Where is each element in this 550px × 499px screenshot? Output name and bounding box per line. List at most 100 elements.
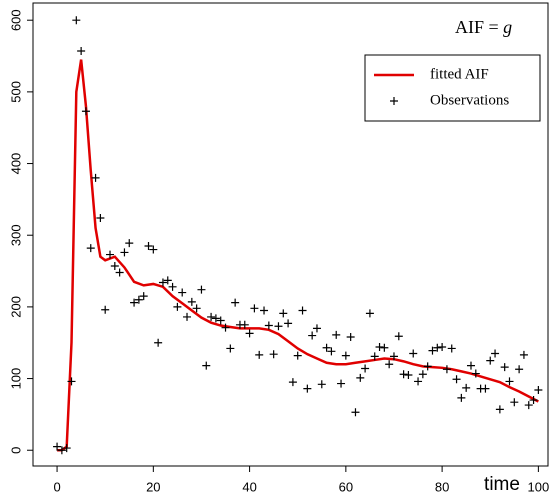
y-tick-label: 0 [8, 447, 23, 454]
observation [447, 344, 456, 353]
observation [62, 444, 71, 453]
observation [510, 398, 519, 407]
observation [255, 350, 264, 359]
observation [67, 377, 76, 386]
y-tick-label: 100 [8, 368, 23, 390]
observation [192, 304, 201, 313]
observation [197, 285, 206, 294]
observation [173, 302, 182, 311]
x-tick-label: 20 [146, 479, 160, 494]
annotation-text: AIF = [455, 17, 499, 37]
observation [524, 401, 533, 410]
observation [288, 378, 297, 387]
observation [226, 344, 235, 353]
observation [500, 363, 509, 372]
observation [466, 361, 475, 370]
observation [303, 384, 312, 393]
observation [462, 383, 471, 392]
observation [187, 297, 196, 306]
observation [389, 352, 398, 361]
observation [240, 320, 249, 329]
observation [86, 244, 95, 253]
observation [529, 396, 538, 405]
observation [534, 386, 543, 395]
x-tick-label: 60 [339, 479, 353, 494]
y-tick-label: 600 [8, 9, 23, 31]
observation [298, 306, 307, 315]
observation [481, 384, 490, 393]
x-tick-label: 80 [435, 479, 449, 494]
observation [245, 329, 254, 338]
observation [81, 107, 90, 116]
observation [183, 312, 192, 321]
observation [163, 276, 172, 285]
observation [139, 292, 148, 301]
observation [409, 349, 418, 358]
observation [519, 350, 528, 359]
x-tick-label: 100 [528, 479, 550, 494]
observation [110, 262, 119, 271]
observation [216, 316, 225, 325]
observation [380, 343, 389, 352]
observation [361, 364, 370, 373]
observation [260, 306, 269, 315]
observation [250, 304, 259, 313]
observation [53, 442, 62, 451]
observation [495, 405, 504, 414]
observation [394, 332, 403, 341]
observation [332, 330, 341, 339]
observation [91, 173, 100, 182]
observation [486, 356, 495, 365]
observation [515, 365, 524, 374]
observation [149, 245, 158, 254]
observation [442, 365, 451, 374]
observation [341, 351, 350, 360]
observation [428, 346, 437, 355]
observation [264, 321, 273, 330]
observation [356, 373, 365, 382]
observation [327, 347, 336, 356]
observation [207, 312, 216, 321]
observation [57, 446, 66, 455]
observation [452, 375, 461, 384]
x-axis-label: time [484, 474, 520, 495]
observation [231, 298, 240, 307]
plot-frame [32, 2, 549, 467]
observation [211, 314, 220, 323]
observation [106, 250, 115, 259]
observation [471, 369, 480, 378]
observation [134, 295, 143, 304]
observation [385, 360, 394, 369]
observation [399, 370, 408, 379]
observation [158, 278, 167, 287]
observation [221, 323, 230, 332]
observation [168, 282, 177, 291]
observation [322, 343, 331, 352]
observation [317, 380, 326, 389]
observation [312, 324, 321, 333]
observation [414, 377, 423, 386]
observation [178, 288, 187, 297]
y-tick-label: 200 [8, 296, 23, 318]
observation [337, 379, 346, 388]
observation [202, 361, 211, 370]
observation [351, 408, 360, 417]
observation [274, 322, 283, 331]
annotation: AIF = g [455, 17, 512, 37]
observation [120, 248, 129, 257]
observation [269, 350, 278, 359]
observation [433, 343, 442, 352]
legend-label: fitted AIF [430, 66, 489, 82]
observation [77, 47, 86, 56]
legend-marker [390, 97, 398, 105]
y-tick-label: 300 [8, 224, 23, 246]
observation [346, 332, 355, 341]
observation [130, 298, 139, 307]
observation [375, 343, 384, 352]
observation [293, 351, 302, 360]
observation [96, 214, 105, 223]
observation [370, 352, 379, 361]
observation [404, 370, 413, 379]
observation [101, 305, 110, 314]
